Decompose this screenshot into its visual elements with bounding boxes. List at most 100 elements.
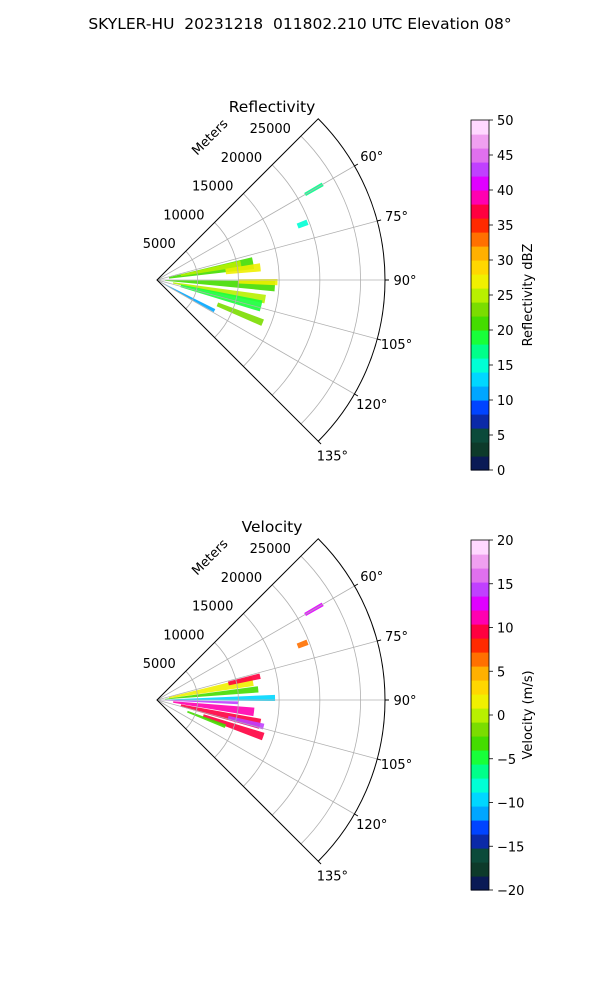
colorbar-tick-label: −20 — [497, 884, 524, 899]
echo-cell — [161, 700, 239, 705]
colorbar-segment — [471, 218, 489, 233]
colorbar-segment — [471, 428, 489, 443]
azimuth-tick — [354, 163, 359, 167]
grid-spoke — [156, 699, 355, 815]
echo-cell — [165, 686, 259, 700]
azimuth-tick-label: 105° — [381, 758, 412, 773]
azimuth-tick — [354, 583, 359, 587]
colorbar-tick-label: 5 — [497, 665, 505, 680]
grid-spoke — [156, 279, 355, 395]
colorbar-tick-label: 10 — [497, 394, 514, 409]
azimuth-tick — [354, 393, 359, 397]
colorbar-tick-label: 40 — [497, 184, 514, 199]
colorbar-segment — [471, 246, 489, 261]
azimuth-tick-label: 120° — [356, 818, 387, 833]
colorbar-segment — [471, 330, 489, 345]
colorbar-tick-label: 15 — [497, 359, 514, 374]
echo-cell — [216, 302, 264, 326]
colorbar-segment — [471, 806, 489, 821]
colorbar-segment — [471, 778, 489, 793]
colorbar-tick-label: 10 — [497, 622, 514, 637]
colorbar-segment — [471, 568, 489, 583]
colorbar-segment — [471, 624, 489, 639]
echo-cell — [160, 281, 216, 313]
azimuth-tick — [317, 860, 322, 865]
grid-spoke — [156, 165, 355, 281]
colorbar-segment — [471, 610, 489, 625]
colorbar-segment — [471, 680, 489, 695]
chart-panel-velocity: 60° 75° 90° 105° 120° 135° 5000 10000 15000 20000… — [143, 518, 536, 899]
colorbar-segment — [471, 386, 489, 401]
colorbar-segment — [471, 792, 489, 807]
colorbar-tick-label: 20 — [497, 324, 514, 339]
colorbar-tick-label: −10 — [497, 797, 524, 812]
echo-cell — [238, 278, 278, 286]
radial-tick-label: 15000 — [192, 600, 233, 615]
colorbar-segment — [471, 764, 489, 779]
azimuth-tick-label: 60° — [360, 570, 383, 585]
colorbar-label: Reflectivity dBZ — [521, 244, 536, 347]
azimuth-tick — [377, 758, 382, 761]
radial-tick-label: 20000 — [221, 571, 262, 586]
colorbar-segment — [471, 344, 489, 359]
colorbar-segment — [471, 456, 489, 471]
colorbar-segment — [471, 694, 489, 709]
colorbar-segment — [471, 708, 489, 723]
colorbar-tick-label: 45 — [497, 149, 514, 164]
colorbar-segment — [471, 204, 489, 219]
colorbar-segment — [471, 372, 489, 387]
colorbar-segment — [471, 582, 489, 597]
echo-cell — [296, 639, 309, 649]
colorbar: −20 −15 −10 −5 0 5 10 15 20 Velocity (m/s) — [470, 534, 536, 899]
colorbar-segment — [471, 876, 489, 891]
colorbar-segment — [471, 652, 489, 667]
azimuth-tick-label: 135° — [317, 449, 348, 464]
colorbar-segment — [471, 288, 489, 303]
colorbar-tick-label: −15 — [497, 840, 524, 855]
echo-cell — [173, 701, 255, 717]
azimuth-tick-label: 90° — [393, 274, 416, 289]
radial-tick-label: 5000 — [143, 657, 176, 672]
panel-title: Velocity — [242, 518, 303, 536]
colorbar-segment — [471, 400, 489, 415]
colorbar-tick-label: 30 — [497, 254, 514, 269]
azimuth-tick-label: 60° — [360, 150, 383, 165]
azimuth-tick — [377, 639, 382, 642]
sector-frame — [156, 538, 386, 862]
colorbar-segment — [471, 554, 489, 569]
echo-layer — [160, 182, 324, 326]
colorbar: 0 5 10 15 20 25 30 35 40 45 50 Reflectivity dBZ — [470, 114, 536, 479]
radial-tick-label: 10000 — [163, 628, 204, 643]
azimuth-tick-label: 90° — [393, 694, 416, 709]
echo-cell — [180, 260, 242, 277]
azimuth-tick-label: 75° — [385, 210, 408, 225]
chart-panel-reflectivity: 60° 75° 90° 105° 120° 135° 5000 10000 15000 20000… — [143, 98, 536, 479]
echo-cell — [296, 219, 309, 229]
grid-spoke — [156, 640, 378, 701]
azimuth-tick-label: 105° — [381, 338, 412, 353]
colorbar-segment — [471, 260, 489, 275]
azimuth-tick-label: 135° — [317, 869, 348, 884]
colorbar-segment — [471, 848, 489, 863]
colorbar-segment — [471, 414, 489, 429]
sector-frame — [156, 118, 386, 442]
colorbar-segment — [471, 820, 489, 835]
panel-title: Reflectivity — [229, 98, 316, 116]
colorbar-segment — [471, 736, 489, 751]
azimuth-tick — [317, 440, 322, 445]
colorbar-tick-label: 5 — [497, 429, 505, 444]
radial-tick-label: 25000 — [250, 542, 291, 557]
echo-cell — [165, 694, 276, 702]
echo-cell — [187, 710, 227, 729]
colorbar-segment — [471, 274, 489, 289]
azimuth-tick-label: 75° — [385, 630, 408, 645]
colorbar-segment — [471, 722, 489, 737]
azimuth-tick — [354, 813, 359, 817]
colorbar-segment — [471, 176, 489, 191]
colorbar-tick-label: 15 — [497, 578, 514, 593]
colorbar-segment — [471, 666, 489, 681]
azimuth-tick — [377, 219, 382, 222]
colorbar-tick-label: 0 — [497, 709, 505, 724]
colorbar-segment — [471, 302, 489, 317]
colorbar-tick-label: 35 — [497, 219, 514, 234]
